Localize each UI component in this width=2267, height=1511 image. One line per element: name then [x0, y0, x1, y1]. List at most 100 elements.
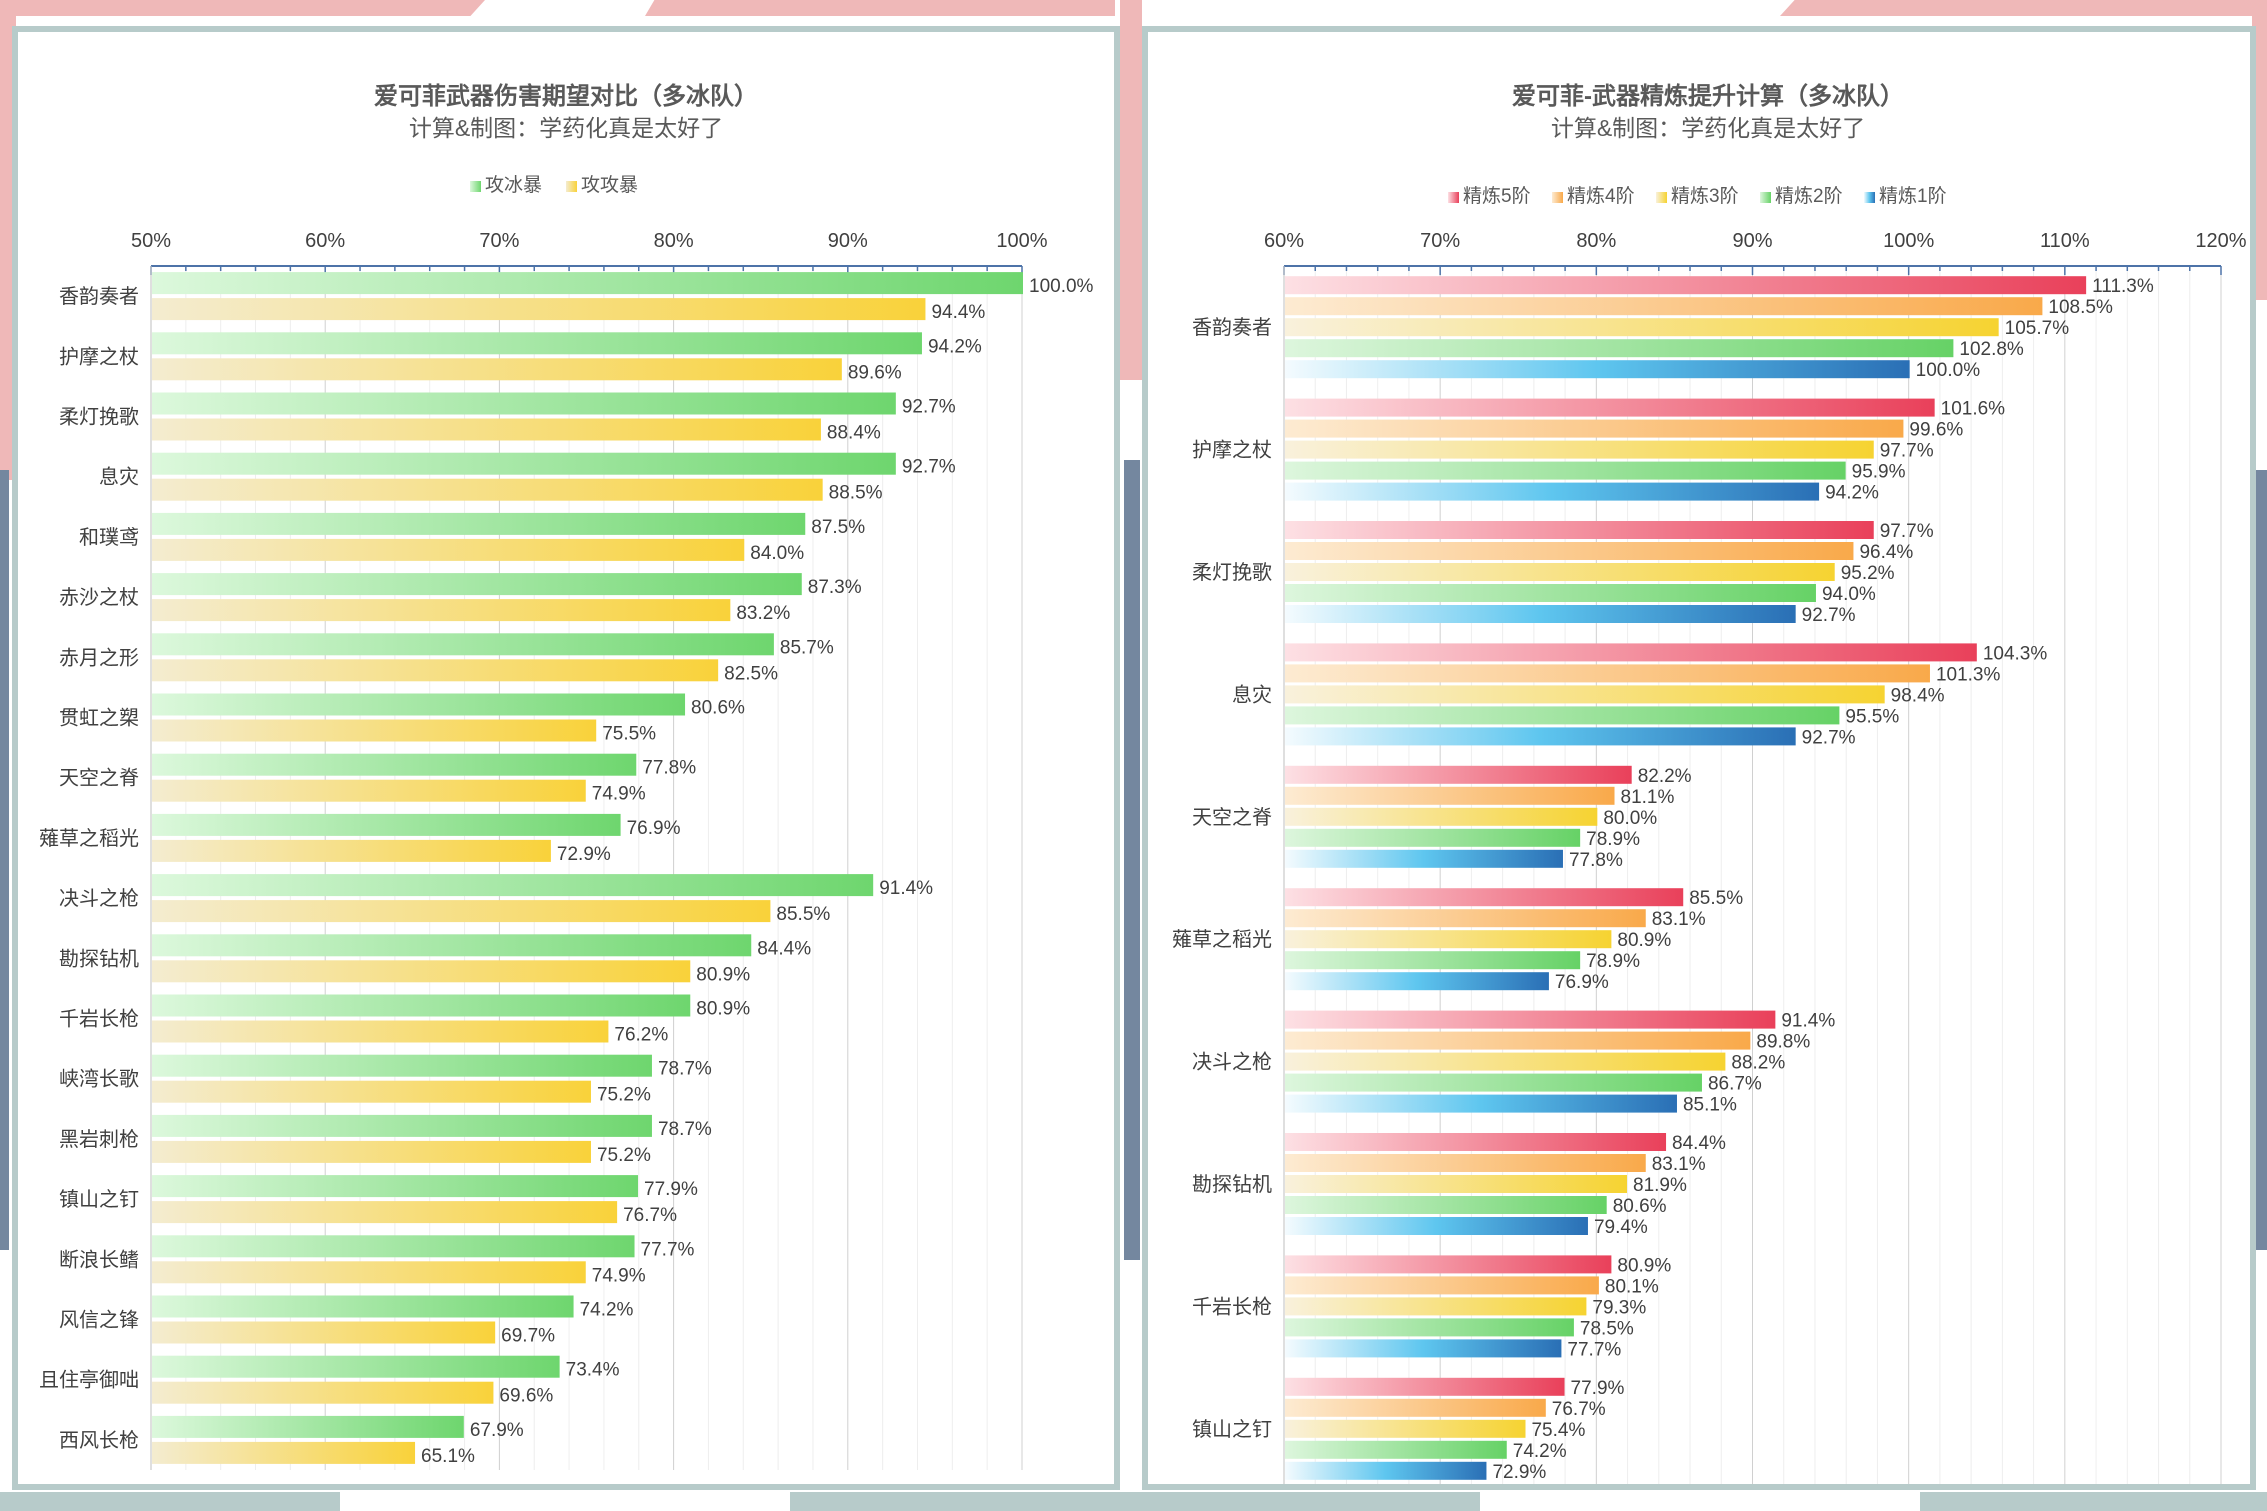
bar: [152, 900, 771, 923]
bar: [152, 358, 842, 381]
bar: [1285, 930, 1612, 949]
data-label: 111.3%: [2092, 276, 2154, 297]
data-label: 80.9%: [1617, 1255, 1671, 1276]
bar: [152, 813, 621, 836]
bar: [1285, 786, 1615, 805]
legend-swatch: [1448, 192, 1459, 203]
data-label: 97.7%: [1880, 521, 1934, 542]
bar: [1285, 1276, 1599, 1295]
bar: [1285, 828, 1581, 847]
deco-pink-top-left: [0, 0, 485, 16]
bar: [152, 392, 896, 415]
data-label: 74.2%: [580, 1300, 634, 1321]
category-label: 风信之锋: [59, 1309, 139, 1332]
data-label: 78.7%: [658, 1119, 712, 1140]
bar: [152, 994, 691, 1017]
data-label: 83.1%: [1652, 1154, 1706, 1175]
data-label: 101.6%: [1941, 399, 2006, 420]
bar: [1285, 1461, 1487, 1480]
bar: [152, 1080, 591, 1103]
bar: [152, 272, 1023, 295]
data-label: 94.4%: [931, 302, 985, 323]
data-label: 85.5%: [1689, 888, 1743, 909]
data-label: 76.9%: [1555, 972, 1609, 993]
category-label: 天空之脊: [59, 767, 139, 790]
data-label: 77.7%: [1567, 1339, 1621, 1360]
x-tick-label: 90%: [1732, 230, 1772, 252]
legend-swatch: [1864, 192, 1875, 203]
data-label: 77.9%: [644, 1179, 698, 1200]
category-label: 决斗之枪: [59, 887, 139, 910]
data-label: 82.2%: [1638, 766, 1692, 787]
bar: [1285, 1217, 1588, 1235]
data-label: 73.4%: [566, 1360, 620, 1381]
x-tick-label: 80%: [654, 230, 694, 252]
legend-label: 精炼3阶: [1671, 185, 1739, 207]
bar: [1285, 360, 1910, 379]
category-label: 西风长枪: [59, 1429, 139, 1452]
data-label: 78.9%: [1586, 829, 1640, 850]
bar: [1285, 542, 1854, 560]
data-label: 76.2%: [614, 1025, 668, 1046]
data-label: 78.9%: [1586, 951, 1640, 972]
category-label: 黑岩刺枪: [59, 1128, 139, 1151]
x-tick-label: 100%: [996, 230, 1047, 252]
category-label: 勘探钻机: [1192, 1173, 1272, 1196]
bar: [1285, 1297, 1587, 1316]
chart-title: 爱可菲-武器精炼提升计算（多冰队）: [1512, 82, 1904, 110]
bar: [152, 659, 719, 682]
bar: [152, 418, 821, 441]
data-label: 100.0%: [1916, 360, 1981, 381]
data-label: 83.1%: [1652, 909, 1706, 930]
bar: [1285, 1031, 1751, 1050]
data-label: 69.7%: [501, 1326, 555, 1347]
data-label: 74.2%: [1513, 1441, 1567, 1462]
bar: [152, 839, 551, 862]
data-label: 105.7%: [2005, 318, 2070, 339]
data-label: 92.7%: [1802, 605, 1856, 626]
data-label: 76.9%: [627, 818, 681, 839]
legend-label: 精炼5阶: [1463, 185, 1531, 207]
bar: [1285, 297, 2043, 316]
data-label: 87.3%: [808, 577, 862, 598]
bar: [1285, 706, 1840, 725]
legend-swatch: [566, 181, 577, 192]
data-label: 97.7%: [1880, 441, 1934, 462]
chart-subtitle: 计算&制图：学药化真是太好了: [409, 115, 723, 141]
bar: [1285, 419, 1904, 438]
bar: [152, 1054, 652, 1077]
bar: [1285, 521, 1874, 539]
bar: [152, 599, 731, 622]
bar: [152, 573, 802, 596]
bar: [1285, 807, 1598, 826]
category-label: 息灾: [1232, 683, 1272, 706]
bar: [152, 779, 586, 802]
x-tick-label: 70%: [479, 230, 519, 252]
data-label: 77.8%: [642, 758, 696, 779]
legend-label: 精炼1阶: [1879, 185, 1947, 207]
data-label: 80.0%: [1603, 808, 1657, 829]
category-label: 且住亭御咄: [39, 1369, 139, 1392]
x-tick-label: 120%: [2195, 230, 2246, 252]
category-label: 贯虹之槊: [59, 707, 139, 730]
data-label: 86.7%: [1708, 1074, 1762, 1095]
bar: [152, 1020, 609, 1043]
data-label: 91.4%: [879, 878, 933, 899]
bar: [1285, 765, 1632, 784]
bar: [152, 719, 597, 742]
bar: [152, 332, 922, 355]
x-tick-label: 110%: [2040, 230, 2090, 252]
bar: [1285, 1377, 1565, 1396]
category-label: 决斗之枪: [1192, 1051, 1272, 1074]
category-label: 赤沙之杖: [59, 586, 139, 609]
deco-pink-mid-strip: [1120, 0, 1142, 380]
bar: [1285, 563, 1835, 581]
chart-panel-damage: 爱可菲武器伤害期望对比（多冰队） 计算&制图：学药化真是太好了 攻冰暴 攻攻暴 50% 6…: [12, 26, 1120, 1490]
x-tick-label: 50%: [131, 230, 171, 252]
data-label: 79.4%: [1594, 1217, 1648, 1238]
data-label: 95.9%: [1852, 462, 1906, 483]
bar: [1285, 1318, 1574, 1337]
data-label: 84.4%: [1672, 1133, 1726, 1154]
bar: [152, 478, 823, 501]
data-label: 102.8%: [1959, 339, 2024, 360]
